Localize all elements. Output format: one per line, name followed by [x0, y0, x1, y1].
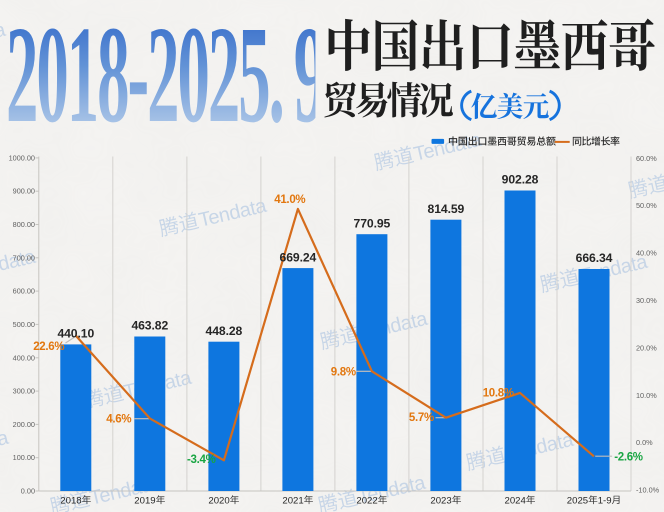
svg-text:902.28: 902.28 — [502, 173, 539, 187]
svg-text:0.00: 0.00 — [21, 487, 35, 496]
svg-text:2020: 2020 — [208, 495, 229, 506]
svg-text:22.6%: 22.6% — [33, 341, 64, 353]
svg-text:1000.00: 1000.00 — [9, 153, 35, 162]
svg-text:800.00: 800.00 — [13, 220, 35, 229]
svg-text:10.0%: 10.0% — [636, 391, 657, 400]
svg-text:20.0%: 20.0% — [636, 343, 657, 352]
svg-text:4.6%: 4.6% — [106, 413, 131, 425]
svg-text:666.34: 666.34 — [576, 251, 613, 265]
svg-text:2022: 2022 — [356, 495, 377, 506]
svg-text:2018: 2018 — [60, 495, 81, 506]
svg-text:463.82: 463.82 — [131, 319, 168, 333]
svg-text:-3.4%: -3.4% — [187, 454, 216, 466]
svg-text:1-9: 1-9 — [598, 495, 612, 506]
svg-text:2024: 2024 — [505, 495, 527, 506]
svg-text:-2.6%: -2.6% — [614, 451, 643, 463]
svg-text:700.00: 700.00 — [13, 253, 35, 262]
svg-text:9.8%: 9.8% — [331, 367, 356, 379]
svg-text:500.00: 500.00 — [13, 320, 35, 329]
svg-text:2025: 2025 — [567, 495, 588, 506]
svg-text:41.0%: 41.0% — [274, 194, 305, 206]
svg-text:30.0%: 30.0% — [636, 296, 657, 305]
svg-text:300.00: 300.00 — [13, 387, 35, 396]
svg-text:440.10: 440.10 — [57, 327, 94, 341]
svg-text:60.0%: 60.0% — [636, 154, 657, 163]
svg-text:900.00: 900.00 — [13, 187, 35, 196]
svg-text:-10.0%: -10.0% — [636, 486, 660, 495]
svg-text:814.59: 814.59 — [428, 202, 465, 216]
svg-text:50.0%: 50.0% — [636, 201, 657, 210]
svg-text:669.24: 669.24 — [280, 250, 317, 264]
svg-text:100.00: 100.00 — [13, 453, 35, 462]
svg-text:448.28: 448.28 — [206, 324, 243, 338]
svg-text:0.0%: 0.0% — [636, 438, 653, 447]
svg-text:2023: 2023 — [430, 495, 451, 506]
svg-text:40.0%: 40.0% — [636, 249, 657, 258]
svg-text:10.8%: 10.8% — [483, 388, 514, 400]
svg-text:600.00: 600.00 — [13, 287, 35, 296]
svg-text:5.7%: 5.7% — [409, 412, 434, 424]
svg-text:200.00: 200.00 — [13, 420, 35, 429]
svg-text:2021: 2021 — [282, 495, 303, 506]
svg-text:770.95: 770.95 — [354, 216, 391, 230]
svg-text:400.00: 400.00 — [13, 353, 35, 362]
svg-text:2019: 2019 — [134, 495, 155, 506]
